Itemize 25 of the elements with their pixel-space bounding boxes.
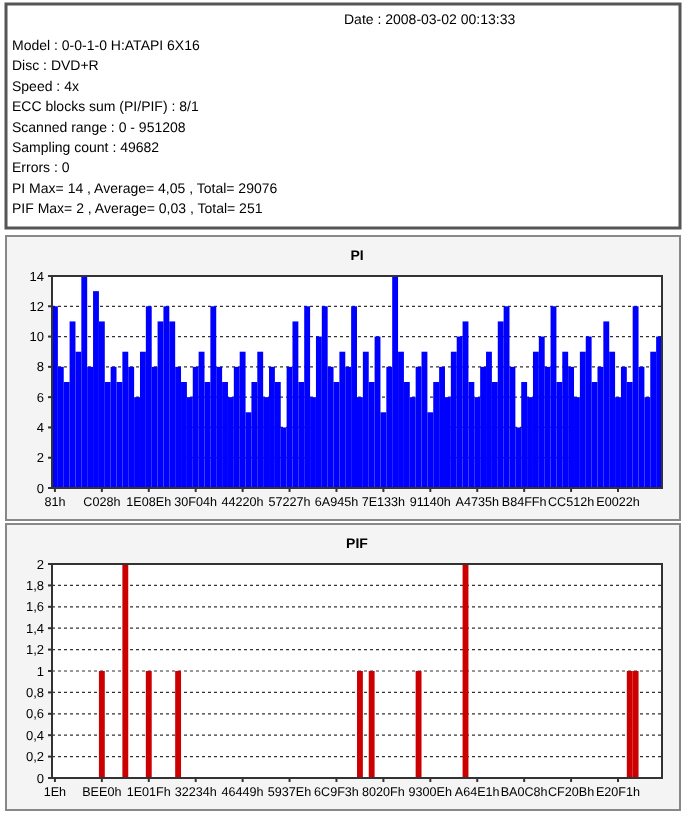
- bar: [632, 306, 639, 488]
- bar: [292, 321, 299, 488]
- bar: [93, 291, 99, 488]
- bar: [538, 336, 545, 488]
- bar: [110, 366, 117, 488]
- bar: [257, 351, 264, 488]
- bar: [339, 351, 346, 488]
- bar: [81, 276, 88, 488]
- bar: [392, 276, 399, 488]
- bar: [198, 351, 205, 488]
- bar: [321, 306, 328, 488]
- bar: [620, 366, 627, 488]
- bar: [351, 306, 357, 488]
- bar: [163, 306, 170, 488]
- bar: [362, 351, 369, 488]
- bar: [562, 351, 569, 488]
- bar: [210, 306, 217, 488]
- bar: [585, 336, 592, 488]
- bar: [145, 306, 152, 488]
- bar: [521, 382, 528, 488]
- bar: [122, 351, 129, 488]
- bar: [304, 306, 311, 488]
- bar: [603, 321, 610, 488]
- bar: [239, 351, 246, 488]
- bar: [503, 306, 510, 488]
